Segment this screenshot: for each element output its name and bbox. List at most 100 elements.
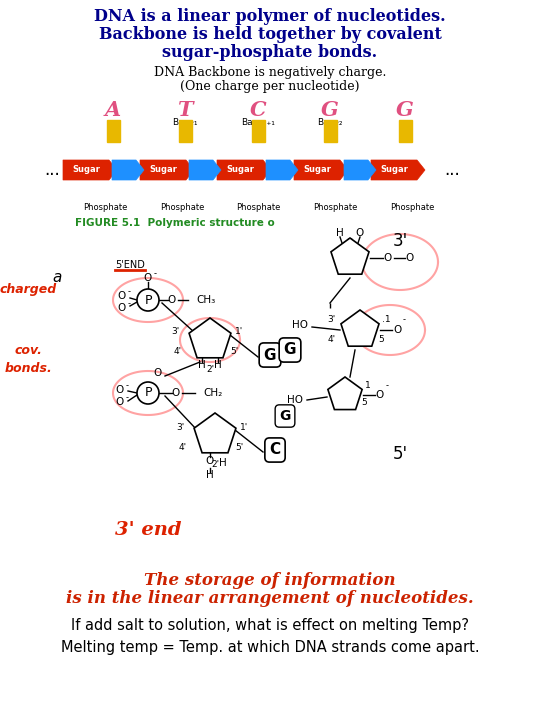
Text: G: G [284, 343, 296, 358]
Text: Sugar: Sugar [380, 166, 408, 174]
Text: bonds.: bonds. [4, 361, 52, 374]
Polygon shape [294, 160, 348, 180]
Text: G: G [321, 100, 339, 120]
Text: Phosphate: Phosphate [313, 203, 357, 212]
Text: Base₂₊₁: Base₂₊₁ [241, 118, 275, 127]
Text: Phosphate: Phosphate [83, 203, 127, 212]
Text: HO: HO [292, 320, 308, 330]
Text: ...: ... [444, 161, 460, 179]
Text: 4': 4' [174, 348, 182, 356]
Text: -: - [154, 269, 157, 278]
Text: sugar-phosphate bonds.: sugar-phosphate bonds. [163, 44, 377, 61]
Bar [399, 120, 412, 142]
Text: O: O [118, 303, 126, 313]
Polygon shape [140, 160, 194, 180]
Polygon shape [112, 160, 144, 180]
Text: Sugar: Sugar [303, 166, 331, 174]
Text: O: O [346, 238, 354, 248]
Text: 3': 3' [177, 423, 185, 431]
Text: The storage of information: The storage of information [144, 572, 396, 589]
Polygon shape [344, 160, 376, 180]
Text: P: P [144, 294, 152, 307]
Text: Backbone is held together by covalent: Backbone is held together by covalent [99, 26, 441, 43]
Text: C: C [269, 443, 281, 457]
Polygon shape [371, 160, 425, 180]
Text: O: O [116, 397, 124, 407]
Text: O: O [406, 253, 414, 263]
Text: 5: 5 [378, 335, 384, 344]
Text: -: - [386, 381, 389, 390]
Polygon shape [63, 160, 117, 180]
Text: If add salt to solution, what is effect on melting Temp?: If add salt to solution, what is effect … [71, 618, 469, 633]
Text: O: O [356, 228, 364, 238]
Text: 5'END: 5'END [115, 260, 145, 270]
Text: O: O [393, 325, 401, 335]
Polygon shape [189, 160, 221, 180]
Bar [324, 120, 337, 142]
Text: G: G [264, 348, 276, 362]
Bar [107, 120, 120, 142]
Bar [252, 120, 265, 142]
Text: O: O [144, 273, 152, 283]
Text: DNA Backbone is negatively charge.: DNA Backbone is negatively charge. [154, 66, 386, 79]
Text: H: H [198, 360, 206, 370]
Text: H: H [206, 470, 214, 480]
Text: -: - [128, 287, 131, 296]
Text: 2': 2' [206, 365, 214, 374]
Text: H: H [336, 228, 344, 238]
Text: (One charge per nucleotide): (One charge per nucleotide) [180, 80, 360, 93]
Text: O: O [384, 253, 392, 263]
Text: Phosphate: Phosphate [160, 203, 204, 212]
Text: O: O [168, 295, 176, 305]
Text: 1': 1' [235, 328, 243, 336]
Polygon shape [217, 160, 271, 180]
Text: A: A [105, 100, 121, 120]
Text: 5': 5' [393, 445, 408, 463]
Text: O: O [118, 291, 126, 301]
Text: .1: .1 [382, 315, 390, 324]
Polygon shape [328, 377, 362, 410]
Text: is in the linear arrangement of nucleotides.: is in the linear arrangement of nucleoti… [66, 590, 474, 607]
Text: CH₃: CH₃ [196, 295, 215, 305]
Text: -: - [403, 315, 406, 324]
Text: -: - [128, 299, 131, 308]
Text: 3': 3' [172, 328, 180, 336]
Bar [179, 120, 192, 142]
Text: Melting temp = Temp. at which DNA strands come apart.: Melting temp = Temp. at which DNA strand… [60, 640, 480, 655]
Text: ...: ... [44, 161, 60, 179]
Text: G: G [279, 409, 291, 423]
Text: 3' end: 3' end [114, 521, 181, 539]
Text: P: P [144, 387, 152, 400]
Polygon shape [266, 160, 298, 180]
Text: 2': 2' [211, 460, 219, 469]
Text: charged: charged [0, 284, 57, 297]
Text: FIGURE 5.1  Polymeric structure o: FIGURE 5.1 Polymeric structure o [75, 218, 275, 228]
Text: cov.: cov. [14, 343, 42, 356]
Text: O: O [154, 368, 162, 378]
Text: Sugar: Sugar [226, 166, 254, 174]
Polygon shape [189, 318, 231, 358]
Text: DNA is a linear polymer of nucleotides.: DNA is a linear polymer of nucleotides. [94, 8, 446, 25]
Text: Sugar: Sugar [149, 166, 177, 174]
Circle shape [137, 382, 159, 404]
Text: Base₂: Base₂ [318, 118, 343, 127]
Text: -: - [126, 381, 129, 390]
Text: 5': 5' [230, 348, 238, 356]
Text: 1': 1' [240, 423, 248, 431]
Text: Base₁: Base₁ [172, 118, 198, 127]
Text: CH₂: CH₂ [203, 388, 222, 398]
Text: 4': 4' [179, 443, 187, 451]
Text: O: O [116, 385, 124, 395]
Text: 3': 3' [328, 315, 336, 324]
Text: 4': 4' [328, 335, 336, 344]
Text: H: H [214, 360, 222, 370]
Text: 1: 1 [365, 381, 371, 390]
Text: O: O [172, 388, 180, 398]
Circle shape [137, 289, 159, 311]
Polygon shape [331, 238, 369, 274]
Text: a: a [52, 270, 62, 285]
Text: 5: 5 [361, 398, 367, 407]
Text: C: C [249, 100, 266, 120]
Text: HO: HO [287, 395, 303, 405]
Text: -: - [126, 393, 129, 402]
